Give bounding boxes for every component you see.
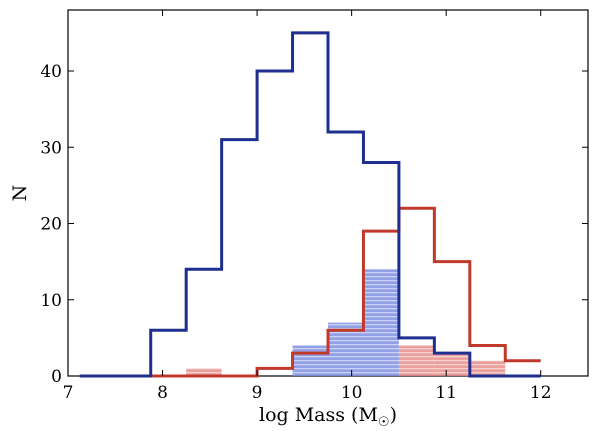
y-tick-label: 0 — [51, 367, 62, 387]
y-tick-label: 10 — [40, 291, 62, 311]
y-tick-label: 30 — [40, 138, 62, 158]
filled-bars-layer — [186, 269, 506, 376]
red-filled-bar — [398, 345, 435, 376]
x-axis-label: log Mass (M☉) — [259, 404, 397, 430]
y-tick-label: 40 — [40, 62, 62, 82]
y-axis-label: N — [9, 185, 31, 202]
x-tick-label: 9 — [252, 383, 263, 403]
y-tick-label: 20 — [40, 215, 62, 235]
red-outline-line — [79, 206, 541, 378]
step-lines-layer — [79, 31, 541, 378]
red-filled-bar — [186, 368, 222, 376]
blue-filled-bar — [363, 269, 399, 376]
axis-ticks: 7 8 9 10 11 12 0 10 20 30 40 — [40, 10, 588, 403]
red-filled-bar — [434, 353, 470, 376]
red-filled-bar — [469, 360, 506, 376]
blue-outline-line — [79, 31, 541, 378]
x-tick-label: 8 — [157, 383, 168, 403]
x-tick-label: 11 — [435, 383, 457, 403]
blue-filled-bar — [292, 345, 328, 376]
x-tick-label: 12 — [530, 383, 552, 403]
x-tick-label: 10 — [341, 383, 363, 403]
x-tick-label: 7 — [63, 383, 74, 403]
